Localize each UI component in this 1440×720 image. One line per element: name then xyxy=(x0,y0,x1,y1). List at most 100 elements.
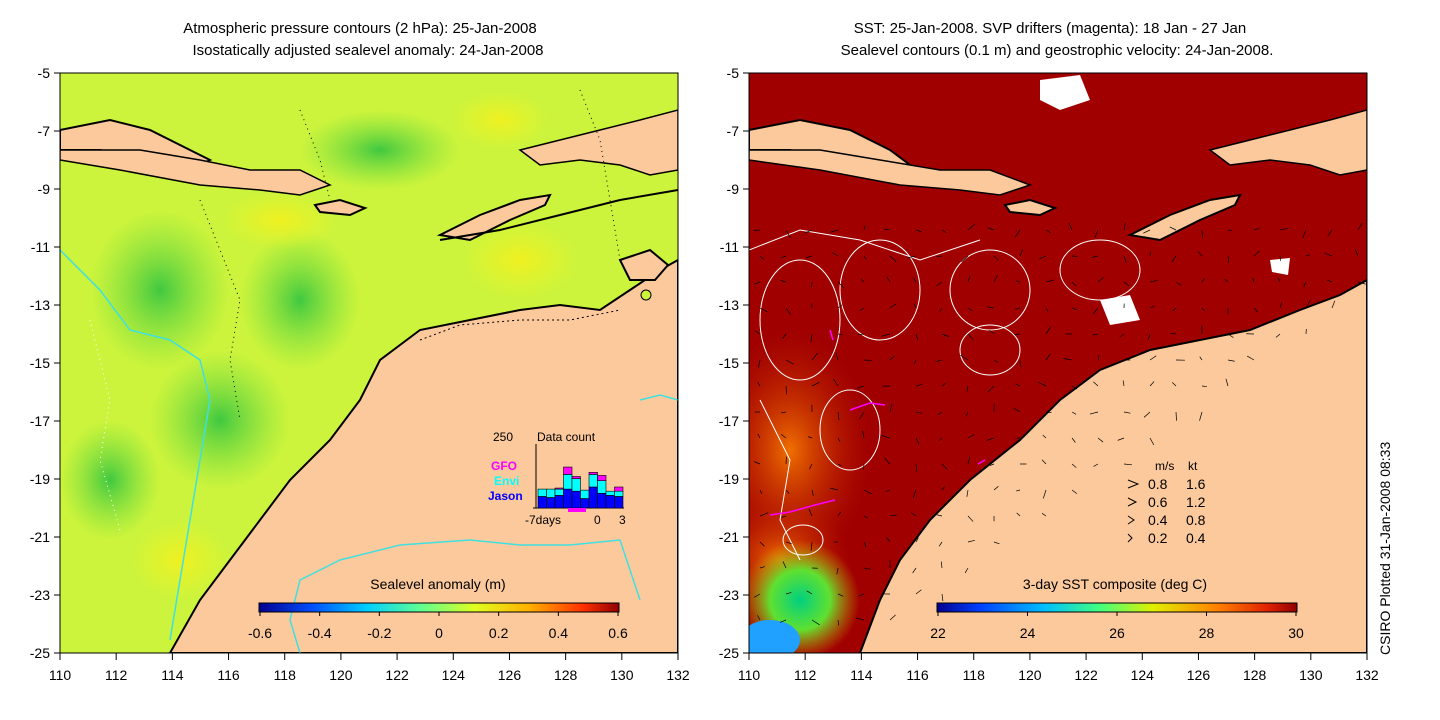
csiro-credit: CSIRO Plotted 31-Jan-2008 08:33 xyxy=(1377,442,1393,655)
left-lat-tick: -9 xyxy=(38,181,51,197)
right-lon-tick: 114 xyxy=(850,667,873,683)
inset-bar-gfo xyxy=(597,475,607,482)
right-lon-tick: 122 xyxy=(1074,667,1098,683)
left-lat-tick: -23 xyxy=(30,587,50,603)
left-lat-tick: -15 xyxy=(30,355,50,371)
inset-title: Data count xyxy=(537,430,596,444)
left-title-line1: Atmospheric pressure contours (2 hPa): 2… xyxy=(183,20,537,37)
station-marker xyxy=(640,289,652,301)
inset-bar-jason xyxy=(614,496,624,509)
inset-bar-envi xyxy=(597,480,607,494)
velocity-legend-ms: 0.8 xyxy=(1148,476,1168,492)
sealevel-colorbar-tick: -0.2 xyxy=(367,625,391,641)
inset-bar-jason xyxy=(537,496,547,509)
sealevel-colorbar-tick: -0.6 xyxy=(248,625,272,641)
inset-bar-jason xyxy=(605,495,615,509)
right-lon-tick: 124 xyxy=(1131,667,1155,683)
sealevel-anomaly-field xyxy=(60,73,678,653)
velocity-legend-arrow xyxy=(1127,515,1135,525)
inset-bar-jason xyxy=(580,498,590,509)
left-lon-tick: 122 xyxy=(385,667,409,683)
right-lon-tick: 120 xyxy=(1018,667,1042,683)
inset-bar-jason xyxy=(554,495,564,509)
velocity-legend-arrow xyxy=(1127,533,1133,543)
velocity-legend-kt: 0.4 xyxy=(1186,530,1206,546)
left-lon-tick: 112 xyxy=(105,667,128,683)
inset-bar-gfo xyxy=(588,471,598,475)
left-lon-tick: 110 xyxy=(49,667,72,683)
right-lon-tick: 132 xyxy=(1355,667,1379,683)
left-lat-tick: -11 xyxy=(31,239,50,255)
inset-xtick-zero: 0 xyxy=(594,513,601,527)
velocity-legend-ms: 0.2 xyxy=(1148,530,1168,546)
sealevel-colorbar-tick: 0.6 xyxy=(608,625,628,641)
right-lat-tick: -11 xyxy=(720,239,739,255)
inset-legend-gfo: GFO xyxy=(491,459,517,473)
inset-xtick-end: 3 xyxy=(619,513,626,527)
left-lat-tick: -17 xyxy=(30,413,50,429)
sst-colorbar-tick: 22 xyxy=(930,625,946,641)
inset-bar-gfo xyxy=(571,476,581,479)
left-lat-tick: -13 xyxy=(30,297,50,313)
velocity-legend-arrow xyxy=(1127,479,1140,489)
right-lon-tick: 116 xyxy=(906,667,929,683)
right-lon-tick: 112 xyxy=(794,667,817,683)
right-lon-tick: 128 xyxy=(1243,667,1267,683)
velocity-legend-ms: 0.6 xyxy=(1148,494,1168,510)
inset-bar-envi xyxy=(605,490,615,496)
sst-colorbar-tick: 26 xyxy=(1109,625,1125,641)
sealevel-colorbar-tick: 0 xyxy=(435,625,443,641)
sst-map-panel: SST: 25-Jan-2008. SVP drifters (magenta)… xyxy=(719,20,1379,683)
sealevel-colorbar: Sealevel anomaly (m) -0.6 -0.4 -0.2 0 0.2 0.4… xyxy=(248,576,628,641)
right-lon-axis: 110 112 114 116 118 120 122 124 126 128 130 132 xyxy=(738,653,1379,683)
velocity-legend-arrow xyxy=(1127,497,1138,507)
left-lat-tick: -19 xyxy=(30,471,50,487)
right-lat-axis: -5 -7 -9 -11 -13 -15 -17 -19 -21 -23 -25 xyxy=(719,65,749,661)
right-lon-tick: 110 xyxy=(738,667,761,683)
sealevel-colorbar-tick: -0.4 xyxy=(308,625,332,641)
left-lon-tick: 114 xyxy=(161,667,184,683)
velocity-header-kt: kt xyxy=(1188,459,1198,473)
left-lon-tick: 128 xyxy=(554,667,578,683)
sst-colorbar-tick: 28 xyxy=(1199,625,1215,641)
sealevel-colorbar-tick: 0.2 xyxy=(489,625,509,641)
inset-bar-envi xyxy=(580,489,590,499)
left-lat-tick: -7 xyxy=(38,123,51,139)
right-lat-tick: -9 xyxy=(727,181,740,197)
left-lat-tick: -21 xyxy=(30,529,50,545)
inset-bars xyxy=(537,466,624,509)
right-lat-tick: -13 xyxy=(719,297,739,313)
velocity-legend-kt: 1.6 xyxy=(1186,476,1206,492)
left-lon-tick: 118 xyxy=(274,667,297,683)
inset-bar-jason xyxy=(597,492,607,509)
right-lat-tick: -15 xyxy=(719,355,739,371)
left-lon-tick: 126 xyxy=(498,667,522,683)
right-lat-tick: -23 xyxy=(719,587,739,603)
inset-bar-jason xyxy=(546,497,556,509)
velocity-legend-kt: 1.2 xyxy=(1186,494,1206,510)
right-lat-tick: -19 xyxy=(719,471,739,487)
right-lat-tick: -17 xyxy=(719,413,739,429)
inset-bar-gfo xyxy=(554,487,564,490)
sst-colorbar-label: 3-day SST composite (deg C) xyxy=(1023,576,1207,592)
sealevel-colorbar-label: Sealevel anomaly (m) xyxy=(370,576,505,592)
inset-bar-envi xyxy=(563,474,573,490)
left-lon-tick: 132 xyxy=(666,667,690,683)
inset-bar-envi xyxy=(614,490,624,497)
left-lat-tick: -5 xyxy=(38,65,51,81)
inset-bar-gfo xyxy=(563,466,573,475)
velocity-legend-kt: 0.8 xyxy=(1186,512,1206,528)
sst-colorbar-tick: 24 xyxy=(1020,625,1036,641)
right-lon-tick: 118 xyxy=(963,667,986,683)
right-lat-tick: -25 xyxy=(719,645,739,661)
inset-bar-envi xyxy=(554,488,564,496)
inset-bar-jason xyxy=(588,486,598,509)
left-lon-tick: 124 xyxy=(442,667,466,683)
velocity-header-ms: m/s xyxy=(1155,459,1174,473)
right-title-line2: Sealevel contours (0.1 m) and geostrophi… xyxy=(841,42,1274,59)
velocity-legend: m/s kt 0.8 1.6 0.6 1.2 0.4 0.8 0.2 0.4 xyxy=(1127,459,1206,546)
left-title-line2: Isostatically adjusted sealevel anomaly:… xyxy=(192,42,543,59)
inset-bar-gfo xyxy=(614,486,624,492)
inset-bar-envi xyxy=(571,478,581,492)
